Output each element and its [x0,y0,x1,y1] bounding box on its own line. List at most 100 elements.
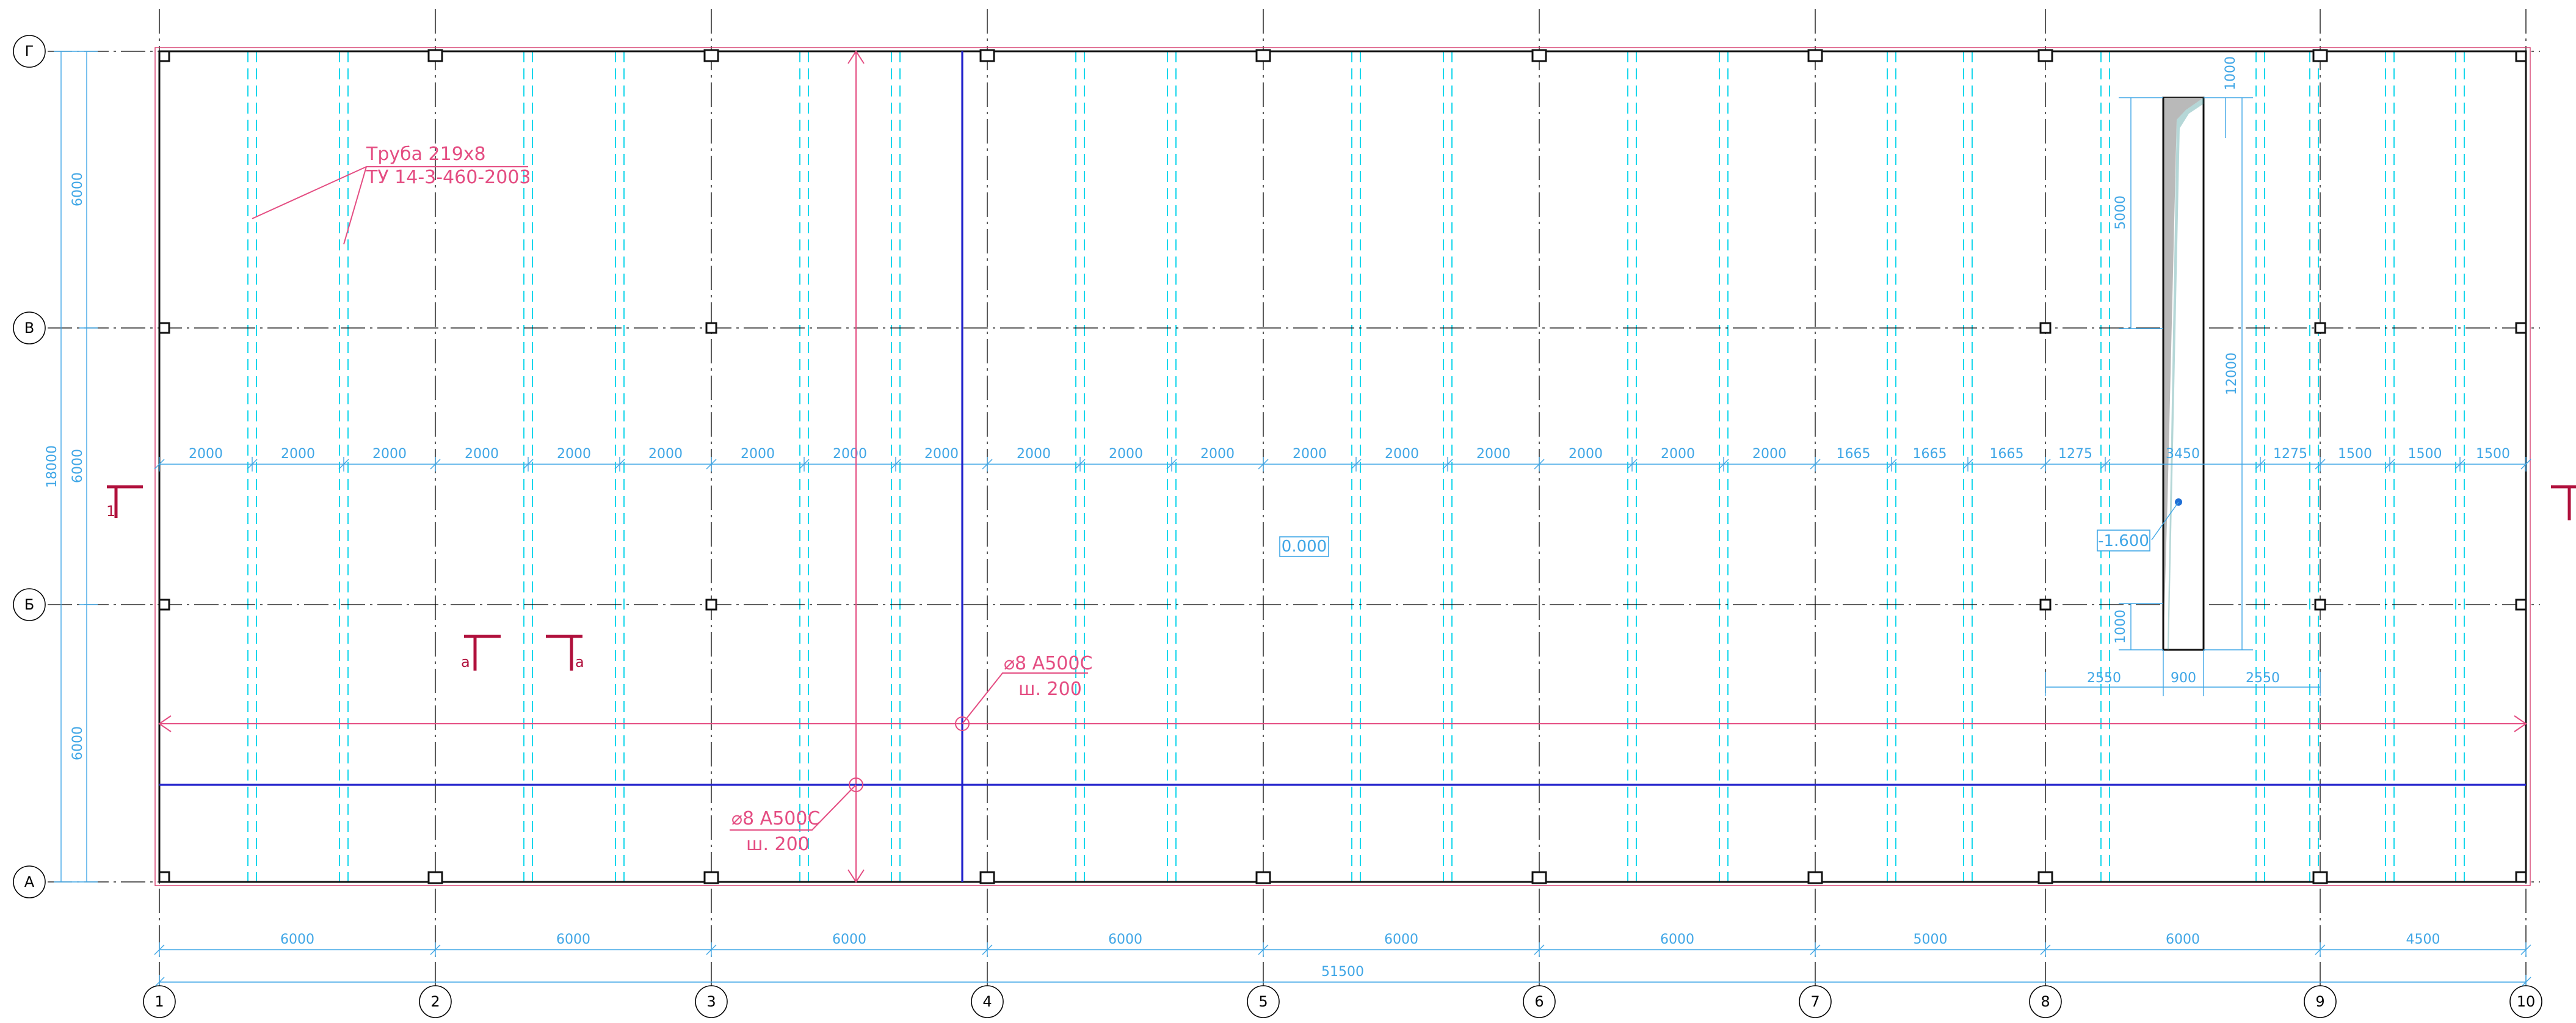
column-mark [2312,871,2328,884]
column-mark [705,599,717,611]
pit-dim-1000-bottom: 1000 [2113,610,2128,644]
column-mark [979,871,995,884]
strip-dim-label: 2000 [465,446,499,462]
row-axis-bubble: В [13,311,46,344]
pipe-label-1: Труба 219х8 [366,144,486,165]
strip-dim-label: 1500 [2408,446,2442,462]
column-mark [703,871,719,884]
column-mark [158,50,170,62]
row-axis-bubble: Б [13,588,46,621]
svg-text:3: 3 [706,993,716,1010]
column-mark [1255,871,1271,884]
strip-dim-label: 2000 [1569,446,1603,462]
section-1-left-label: 1 [106,503,115,520]
column-mark [2515,599,2527,611]
column-axis-bubble: 3 [695,985,728,1018]
column-mark [1807,871,1823,884]
row-dim-total: 18000 [45,445,60,488]
strip-dim-label: 2000 [741,446,775,462]
pit-slope-teal [2168,98,2204,650]
rebar-right-label-2: ш. 200 [1018,679,1082,700]
strip-dim-label: 2000 [557,446,591,462]
svg-text:2: 2 [430,993,440,1010]
span-dim-label: 6000 [2166,932,2200,947]
row-dim-1: 6000 [70,172,85,206]
building-outline-red [154,47,2531,886]
pit-dim-900: 900 [2171,671,2196,686]
column-mark [1807,49,1823,62]
left-dimension-chains: 6000 6000 6000 18000 [45,51,98,883]
pit: -1.600 [2097,96,2205,651]
column-mark [2314,322,2326,334]
pipe-callout: Труба 219х8 ТУ 14-3-460-2003 [252,144,531,245]
section-a-left-label: а [461,653,470,671]
span-dim-label: 6000 [832,932,866,947]
pit-level-leader [2151,501,2179,541]
span-dim-label: 6000 [280,932,314,947]
rebar-left-label-2: ш. 200 [746,834,810,855]
strip-dim-label: 1500 [2476,446,2510,462]
column-mark [2039,599,2052,611]
span-dim-label: 6000 [1108,932,1142,947]
column-mark [158,599,170,611]
floor-level-box [1279,536,1329,557]
strip-dim-label: 2000 [1385,446,1419,462]
pit-dimensions: 1000 5000 12000 1000 2550 900 2550 [2045,56,2321,696]
column-mark [2314,599,2326,611]
pit-dim-5000: 5000 [2113,195,2128,230]
column-mark [427,871,443,884]
span-dim-label: 5000 [1914,932,1948,947]
pipe-label-2: ТУ 14-3-460-2003 [366,167,531,188]
svg-text:6: 6 [1534,993,1544,1010]
column-axis-bubble: 7 [1799,985,1832,1018]
strip-boundaries [247,51,2465,882]
strip-dim-label: 1665 [1990,446,2024,462]
column-mark [2515,50,2527,62]
strip-dim-label: 2000 [833,446,867,462]
rebar-left-label-1: ⌀8 А500С [731,808,820,829]
strip-dim-label: 1500 [2338,446,2372,462]
column-mark [1255,49,1271,62]
svg-text:1: 1 [154,993,164,1010]
strip-dim-label: 2000 [1109,446,1143,462]
row-axis-bubbles: Г В Б А [13,35,46,898]
strip-dim-label: 2000 [372,446,407,462]
strip-dim-label: 1665 [1837,446,1871,462]
column-mark [158,871,170,883]
column-mark [2312,49,2328,62]
column-mark [2037,871,2053,884]
section-a-right-label: а [575,653,584,671]
rebar-right-label-1: ⌀8 А500С [1004,653,1092,674]
strip-dim-label: 2000 [648,446,683,462]
span-dim-label: 4500 [2406,932,2440,947]
strip-dim-label: 3450 [2166,446,2200,462]
svg-text:10: 10 [2517,993,2536,1010]
strip-dim-label: 2000 [1661,446,1695,462]
column-axis-bubble: 10 [2509,985,2542,1018]
row-dim-3: 6000 [70,726,85,760]
svg-text:7: 7 [1810,993,1820,1010]
rebar-marker-left [849,777,863,792]
strip-dim-label: 1665 [1913,446,1947,462]
pit-slope-fill [2163,98,2204,650]
strip-dim-label: 2000 [1752,446,1787,462]
column-axis-bubble: 6 [1523,985,1556,1018]
column-axis-bubble: 1 [143,985,176,1018]
strip-dim-label: 2000 [281,446,315,462]
column-mark [2515,871,2527,883]
strip-dim-label: 2000 [1017,446,1051,462]
column-mark [1531,871,1547,884]
span-dim-label: 6000 [556,932,590,947]
column-mark [979,49,995,62]
svg-text:5: 5 [1258,993,1268,1010]
svg-text:Б: Б [24,596,34,613]
column-axis-bubble: 5 [1247,985,1280,1018]
svg-text:8: 8 [2041,993,2050,1010]
column-axis-bubble: 8 [2029,985,2062,1018]
strip-dim-label: 1275 [2058,446,2092,462]
strip-dim-label: 2000 [1293,446,1327,462]
svg-text:В: В [24,319,34,337]
column-axis-bubble: 2 [419,985,452,1018]
column-axis-bubbles: 1 2 3 4 5 6 7 8 9 10 [143,985,2542,1018]
